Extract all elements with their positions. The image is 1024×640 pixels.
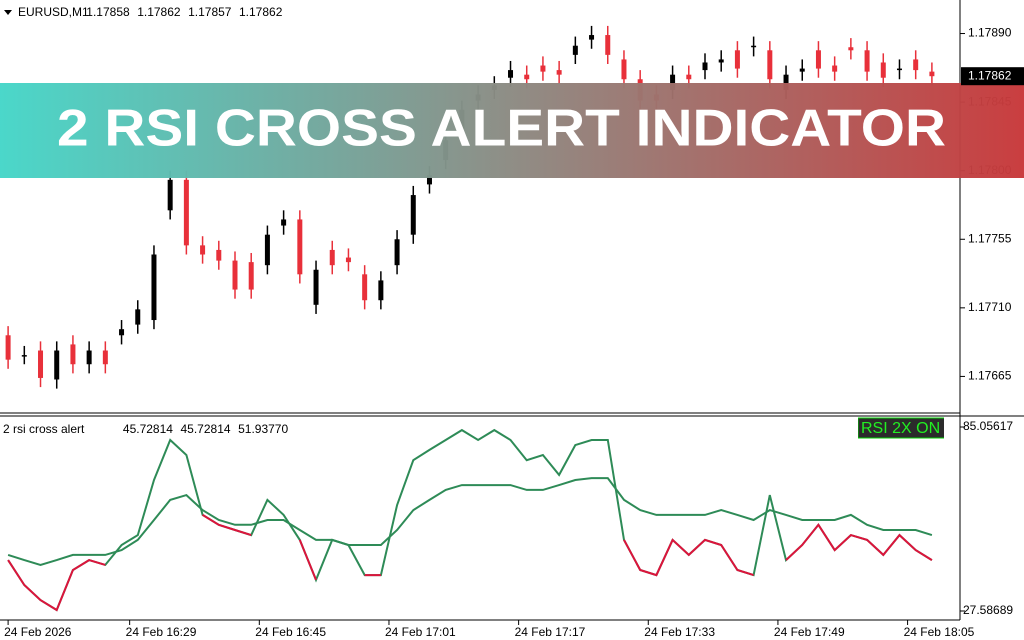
banner [0,83,1024,178]
candle-body [880,62,886,78]
candle-body [135,309,141,325]
indicator-axis-label: 27.58689 [963,603,1013,617]
quote-value: 1.17862 [137,5,181,19]
time-label: 24 Feb 16:45 [255,625,326,639]
candle-body [783,74,789,90]
quote-value: 1.17862 [239,5,283,19]
indicator-value: 45.72814 [181,422,231,436]
time-label: 24 Feb 17:17 [515,625,586,639]
candle-body [264,234,270,266]
candle-body [200,245,206,255]
candle-body [929,71,935,77]
indicator-line [7,477,933,566]
time-label: 24 Feb 18:05 [904,625,975,639]
candle-body [410,195,416,235]
candle-body [281,219,287,226]
candle-body [508,70,514,78]
candle-body [605,35,611,55]
candle-body [815,50,821,69]
candle-body [799,68,805,72]
indicator-name: 2 rsi cross alert [3,422,85,436]
candle-body [232,260,238,290]
candle-body [848,47,854,51]
price-label: 1.17665 [968,369,1012,383]
candle-body [394,239,400,266]
candle-body [38,350,44,378]
indicator-value: 45.72814 [123,422,173,436]
candle-body [426,175,432,185]
candle-body [767,50,773,80]
candle-body [589,35,595,40]
candle-body [896,68,902,71]
candle-body [151,254,157,321]
candle-body [702,62,708,71]
candle-body [670,74,676,90]
candle-body [556,70,562,75]
candle-body [119,329,125,336]
candle-body [183,179,189,246]
candle-body [686,74,692,80]
candle-body [718,59,724,63]
candle-body [345,257,351,263]
indicator-value: 51.93770 [238,422,288,436]
candle-body [70,344,76,365]
candle-body [362,274,368,301]
price-label: 1.17710 [968,300,1012,314]
price-label: 1.17890 [968,26,1012,40]
time-label: 24 Feb 17:01 [385,625,456,639]
candle-body [167,179,173,211]
candle-body [248,262,254,290]
candle-body [572,45,578,55]
indicator-axis-label: 85.05617 [963,419,1013,433]
price-label: 1.17755 [968,231,1012,245]
candle-body [540,65,546,72]
candle-body [832,65,838,72]
candle-body [864,50,870,72]
candle-body [297,219,303,275]
time-label: 24 Feb 17:49 [774,625,845,639]
candle-body [621,59,627,80]
candle-body [102,350,108,365]
candle-body [313,269,319,305]
quote-value: 1.17858 [86,5,130,19]
time-label: 24 Feb 2026 [4,625,72,639]
candle-body [329,249,335,266]
quote-value: 1.17857 [188,5,232,19]
candle-body [913,59,919,71]
badge: RSI 2X ON [858,417,944,439]
candle-body [86,350,92,365]
badge-text: RSI 2X ON [861,420,940,437]
time-label: 24 Feb 17:33 [644,625,715,639]
indicator-line [7,428,933,612]
badge-box [858,417,944,439]
candle-body [54,350,60,380]
candle-body [751,45,757,48]
menu-arrow [4,10,12,15]
candle-body [21,355,27,357]
time-label: 24 Feb 16:29 [126,625,197,639]
candle-body [734,50,740,69]
last-price-label: 1.17862 [968,68,1012,82]
indicator-line [7,514,933,612]
candle-body [5,335,11,360]
banner-title: 2 RSI CROSS ALERT INDICATOR [57,100,946,158]
last-price-box [961,67,1024,86]
symbol: EURUSD,M1 [18,5,89,19]
candle-body [216,249,222,261]
candle-body [524,74,530,80]
candle-body [378,280,384,301]
